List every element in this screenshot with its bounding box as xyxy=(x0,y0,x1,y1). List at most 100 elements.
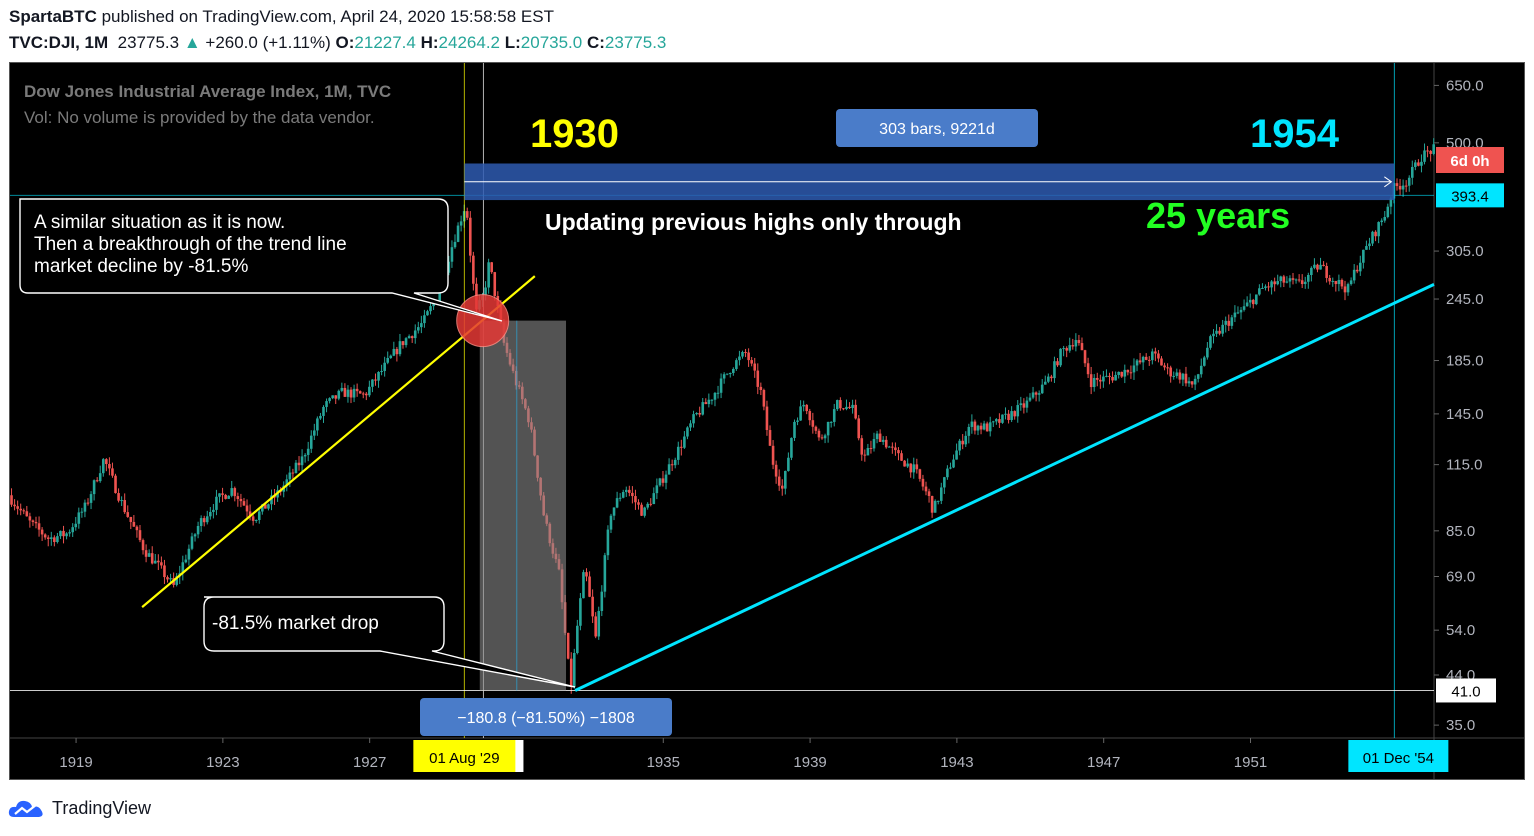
candle-body xyxy=(1062,348,1065,350)
candle-body xyxy=(300,456,304,466)
candle-body xyxy=(426,311,429,316)
candle xyxy=(1218,327,1221,336)
candle-body xyxy=(34,521,38,524)
candle xyxy=(701,397,705,416)
candle-body xyxy=(1025,400,1029,408)
candle xyxy=(1001,414,1004,424)
candle-body xyxy=(1374,231,1377,237)
candle xyxy=(413,324,417,344)
candle-body xyxy=(823,435,827,439)
candle-body xyxy=(1279,276,1283,282)
candle xyxy=(59,530,62,539)
candle-body xyxy=(199,518,203,526)
candle xyxy=(16,500,19,515)
candle xyxy=(1420,154,1423,173)
level-high-label: 393.4 xyxy=(1451,188,1489,205)
low-value: 20735.0 xyxy=(520,33,583,52)
candle xyxy=(1429,150,1432,162)
candle xyxy=(1270,280,1273,295)
candle-body xyxy=(306,448,310,455)
candle-body xyxy=(716,392,720,394)
candle xyxy=(1221,319,1224,337)
candle-body xyxy=(738,356,741,361)
candle xyxy=(750,356,753,367)
candle-body xyxy=(166,577,169,580)
author-name[interactable]: SpartaBTC xyxy=(9,7,97,26)
candle-body xyxy=(646,503,649,508)
candle xyxy=(1157,350,1160,363)
candle-body xyxy=(1089,374,1093,388)
candle-body xyxy=(101,459,105,474)
candle xyxy=(300,449,304,472)
candle xyxy=(184,554,188,564)
candle xyxy=(1175,368,1179,379)
candle-body xyxy=(1157,353,1160,359)
candle xyxy=(741,350,744,359)
candle xyxy=(1141,355,1145,370)
candle-body xyxy=(340,387,344,391)
candle-body xyxy=(1209,336,1212,348)
y-tick-label: 115.0 xyxy=(1446,457,1482,474)
candle xyxy=(1331,277,1335,287)
candle xyxy=(1282,274,1286,288)
x-tick-label: 1919 xyxy=(59,754,92,771)
candle-body xyxy=(184,559,188,563)
candle xyxy=(199,515,203,532)
candle-body xyxy=(49,537,53,539)
candle xyxy=(909,463,913,478)
candle-body xyxy=(643,507,646,516)
candle-body xyxy=(1196,374,1200,379)
candle xyxy=(1209,334,1212,350)
candle-body xyxy=(842,408,845,410)
candle xyxy=(652,487,656,505)
candle-body xyxy=(1193,378,1197,385)
candle xyxy=(787,452,790,472)
candle xyxy=(389,354,393,359)
updating-highs-text: Updating previous highs only through xyxy=(545,209,962,235)
candle xyxy=(294,460,298,474)
candle-body xyxy=(288,472,292,480)
candle xyxy=(126,505,130,518)
candle xyxy=(343,383,347,397)
candle xyxy=(1224,316,1228,333)
breakout-circle xyxy=(456,294,510,348)
candle-body xyxy=(1352,269,1356,281)
candle xyxy=(1019,396,1023,411)
candle xyxy=(869,440,873,454)
candle xyxy=(979,422,983,435)
candle-body xyxy=(126,512,130,517)
candle xyxy=(866,443,870,456)
candle xyxy=(1196,373,1200,383)
candle xyxy=(594,612,597,639)
x-tick-label: 1943 xyxy=(940,754,973,771)
candle xyxy=(1083,349,1087,367)
candle-body xyxy=(224,494,227,499)
candle-body xyxy=(872,439,876,449)
candle-body xyxy=(1151,351,1154,361)
candle xyxy=(1316,263,1319,273)
candle-body xyxy=(1132,365,1136,373)
candle xyxy=(89,491,93,510)
candle xyxy=(1248,293,1252,308)
candle xyxy=(649,498,653,507)
candle-body xyxy=(894,447,897,451)
candle-body xyxy=(190,536,194,549)
chart-frame[interactable]: Dow Jones Industrial Average Index, 1M, … xyxy=(9,62,1525,780)
candle xyxy=(365,391,368,401)
candle-body xyxy=(621,492,625,498)
high-label: H: xyxy=(420,33,439,52)
price-chart[interactable]: Dow Jones Industrial Average Index, 1M, … xyxy=(10,63,1524,779)
footer-brand[interactable]: TradingView xyxy=(52,797,152,818)
candle xyxy=(961,434,964,450)
candle-body xyxy=(832,409,836,422)
candle-body xyxy=(741,352,744,357)
candle xyxy=(132,515,136,527)
candle xyxy=(291,468,295,481)
candle-body xyxy=(771,445,775,465)
candle-body xyxy=(930,495,934,513)
candle-body xyxy=(698,412,701,415)
candle-body xyxy=(777,476,781,486)
candle xyxy=(340,382,344,393)
range-arrow-head xyxy=(1384,176,1393,188)
candle xyxy=(40,527,44,541)
